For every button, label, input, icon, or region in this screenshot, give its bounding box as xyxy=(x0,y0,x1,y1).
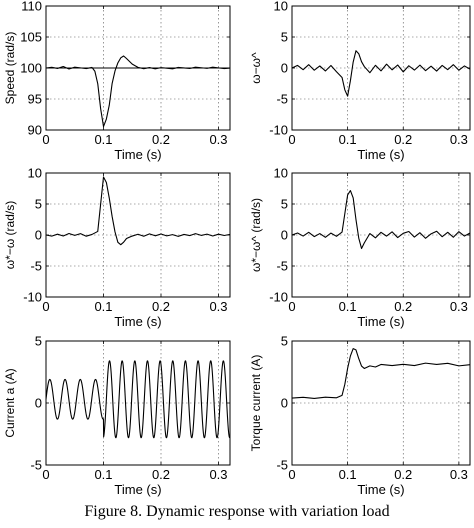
x-tick-label: 0.3 xyxy=(450,299,468,314)
x-tick-label: 0.2 xyxy=(152,132,170,147)
chart-estimation-error: 0 0.1 0.2 0.3 -10 -5 0 5 10 Time (s) ω−ω^ xyxy=(249,0,471,162)
y-tick-label: -10 xyxy=(23,290,42,305)
series-line xyxy=(291,190,471,250)
x-tick-label: 0.3 xyxy=(209,299,227,314)
y-tick-label: -5 xyxy=(30,458,42,473)
y-tick-label: -10 xyxy=(269,123,288,138)
plot-frame xyxy=(291,340,471,466)
x-axis-label: Time (s) xyxy=(357,482,404,497)
y-tick-label: 5 xyxy=(281,30,288,45)
x-axis-label: Time (s) xyxy=(357,147,404,162)
y-tick-label: 110 xyxy=(21,0,42,14)
x-tick-label: 0 xyxy=(288,467,295,482)
x-tick-label: 0 xyxy=(42,132,49,147)
y-tick-label: 5 xyxy=(281,334,288,349)
y-axis-label: ω*−ω (rad/s) xyxy=(3,201,17,269)
x-tick-label: 0.2 xyxy=(394,132,412,147)
x-tick-label: 0.1 xyxy=(339,467,357,482)
figure-caption: Figure 8. Dynamic response with variatio… xyxy=(84,503,390,520)
x-tick-label: 0.1 xyxy=(94,299,112,314)
y-tick-label: -10 xyxy=(269,290,288,305)
y-tick-label: 5 xyxy=(281,197,288,212)
y-axis-label: ω−ω^ xyxy=(249,52,263,84)
y-axis-label: Current a (A) xyxy=(3,368,17,437)
x-tick-label: 0.3 xyxy=(209,132,227,147)
x-tick-label: 0.2 xyxy=(152,299,170,314)
y-tick-label: -5 xyxy=(276,458,288,473)
y-tick-label: 5 xyxy=(35,334,42,349)
x-tick-label: 0.1 xyxy=(339,299,357,314)
x-axis-label: Time (s) xyxy=(114,482,161,497)
y-tick-label: -5 xyxy=(276,259,288,274)
y-axis-label: Speed (rad/s) xyxy=(3,32,17,105)
y-tick-label: 90 xyxy=(28,123,42,138)
y-tick-label: 0 xyxy=(35,396,42,411)
y-tick-label: 0 xyxy=(35,228,42,243)
y-axis-label: Torque current (A) xyxy=(249,355,263,452)
y-tick-label: 0 xyxy=(281,228,288,243)
x-tick-label: 0.3 xyxy=(450,467,468,482)
x-tick-label: 0.1 xyxy=(94,132,112,147)
y-tick-label: 10 xyxy=(274,166,288,181)
series-line xyxy=(45,176,231,246)
x-axis-label: Time (s) xyxy=(114,147,161,162)
y-tick-label: 95 xyxy=(28,92,42,107)
x-tick-label: 0.1 xyxy=(94,467,112,482)
chart-speed: 0 0.1 0.2 0.3 90 95 100 105 110 Time (s) Speed (ra… xyxy=(3,0,231,162)
x-tick-label: 0 xyxy=(288,299,295,314)
series-line xyxy=(45,55,231,128)
x-tick-label: 0.2 xyxy=(394,467,412,482)
x-tick-label: 0 xyxy=(288,132,295,147)
y-axis-label: ω*−ω^ (rad/s) xyxy=(249,198,263,272)
plot-frame xyxy=(45,340,231,466)
chart-estimation-error-2: 0 0.1 0.2 0.3 -10 -5 0 5 10 Time (s) ω*−ω^ (rad/s) xyxy=(249,166,471,329)
x-tick-label: 0.1 xyxy=(339,132,357,147)
x-tick-label: 0 xyxy=(42,299,49,314)
y-tick-label: 0 xyxy=(281,61,288,76)
x-axis-label: Time (s) xyxy=(114,314,161,329)
y-tick-label: 5 xyxy=(35,197,42,212)
x-tick-label: 0 xyxy=(42,467,49,482)
x-tick-label: 0.3 xyxy=(209,467,227,482)
x-tick-label: 0.2 xyxy=(394,299,412,314)
chart-speed-error: 0 0.1 0.2 0.3 -10 -5 0 5 10 Time (s) ω*−ω (rad/s) xyxy=(3,166,231,329)
y-tick-label: 0 xyxy=(281,396,288,411)
x-tick-label: 0.2 xyxy=(152,467,170,482)
y-tick-label: 105 xyxy=(20,30,42,45)
y-tick-label: -5 xyxy=(30,259,42,274)
series-line xyxy=(45,360,231,439)
y-tick-label: 100 xyxy=(20,61,42,76)
y-tick-label: -5 xyxy=(276,92,288,107)
x-axis-label: Time (s) xyxy=(357,314,404,329)
y-tick-label: 10 xyxy=(274,0,288,14)
x-tick-label: 0.3 xyxy=(450,132,468,147)
y-tick-label: 10 xyxy=(28,166,42,181)
series-line xyxy=(291,50,471,97)
series-line xyxy=(291,348,471,400)
